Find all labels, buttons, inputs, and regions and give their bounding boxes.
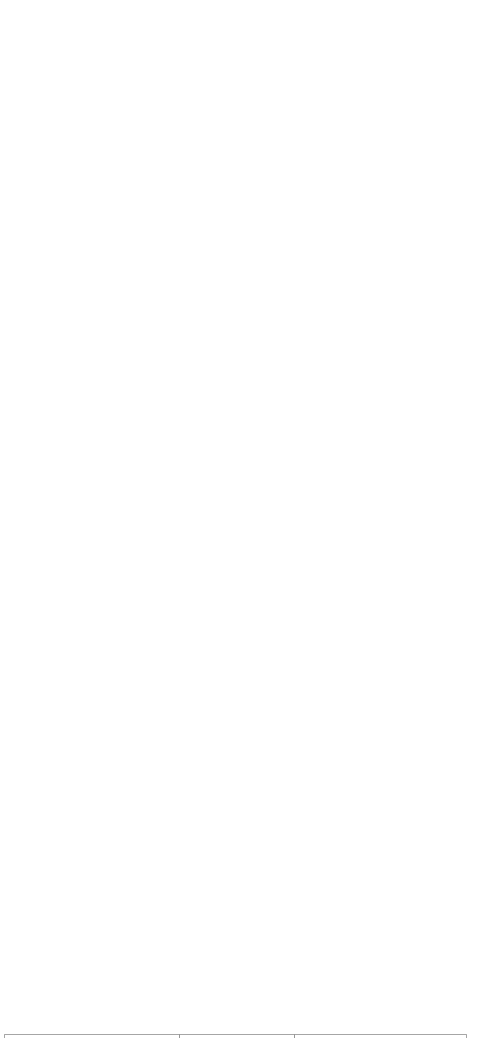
Bar xyxy=(179,1034,294,1038)
Bar xyxy=(294,1034,466,1038)
Bar xyxy=(4,1034,179,1038)
